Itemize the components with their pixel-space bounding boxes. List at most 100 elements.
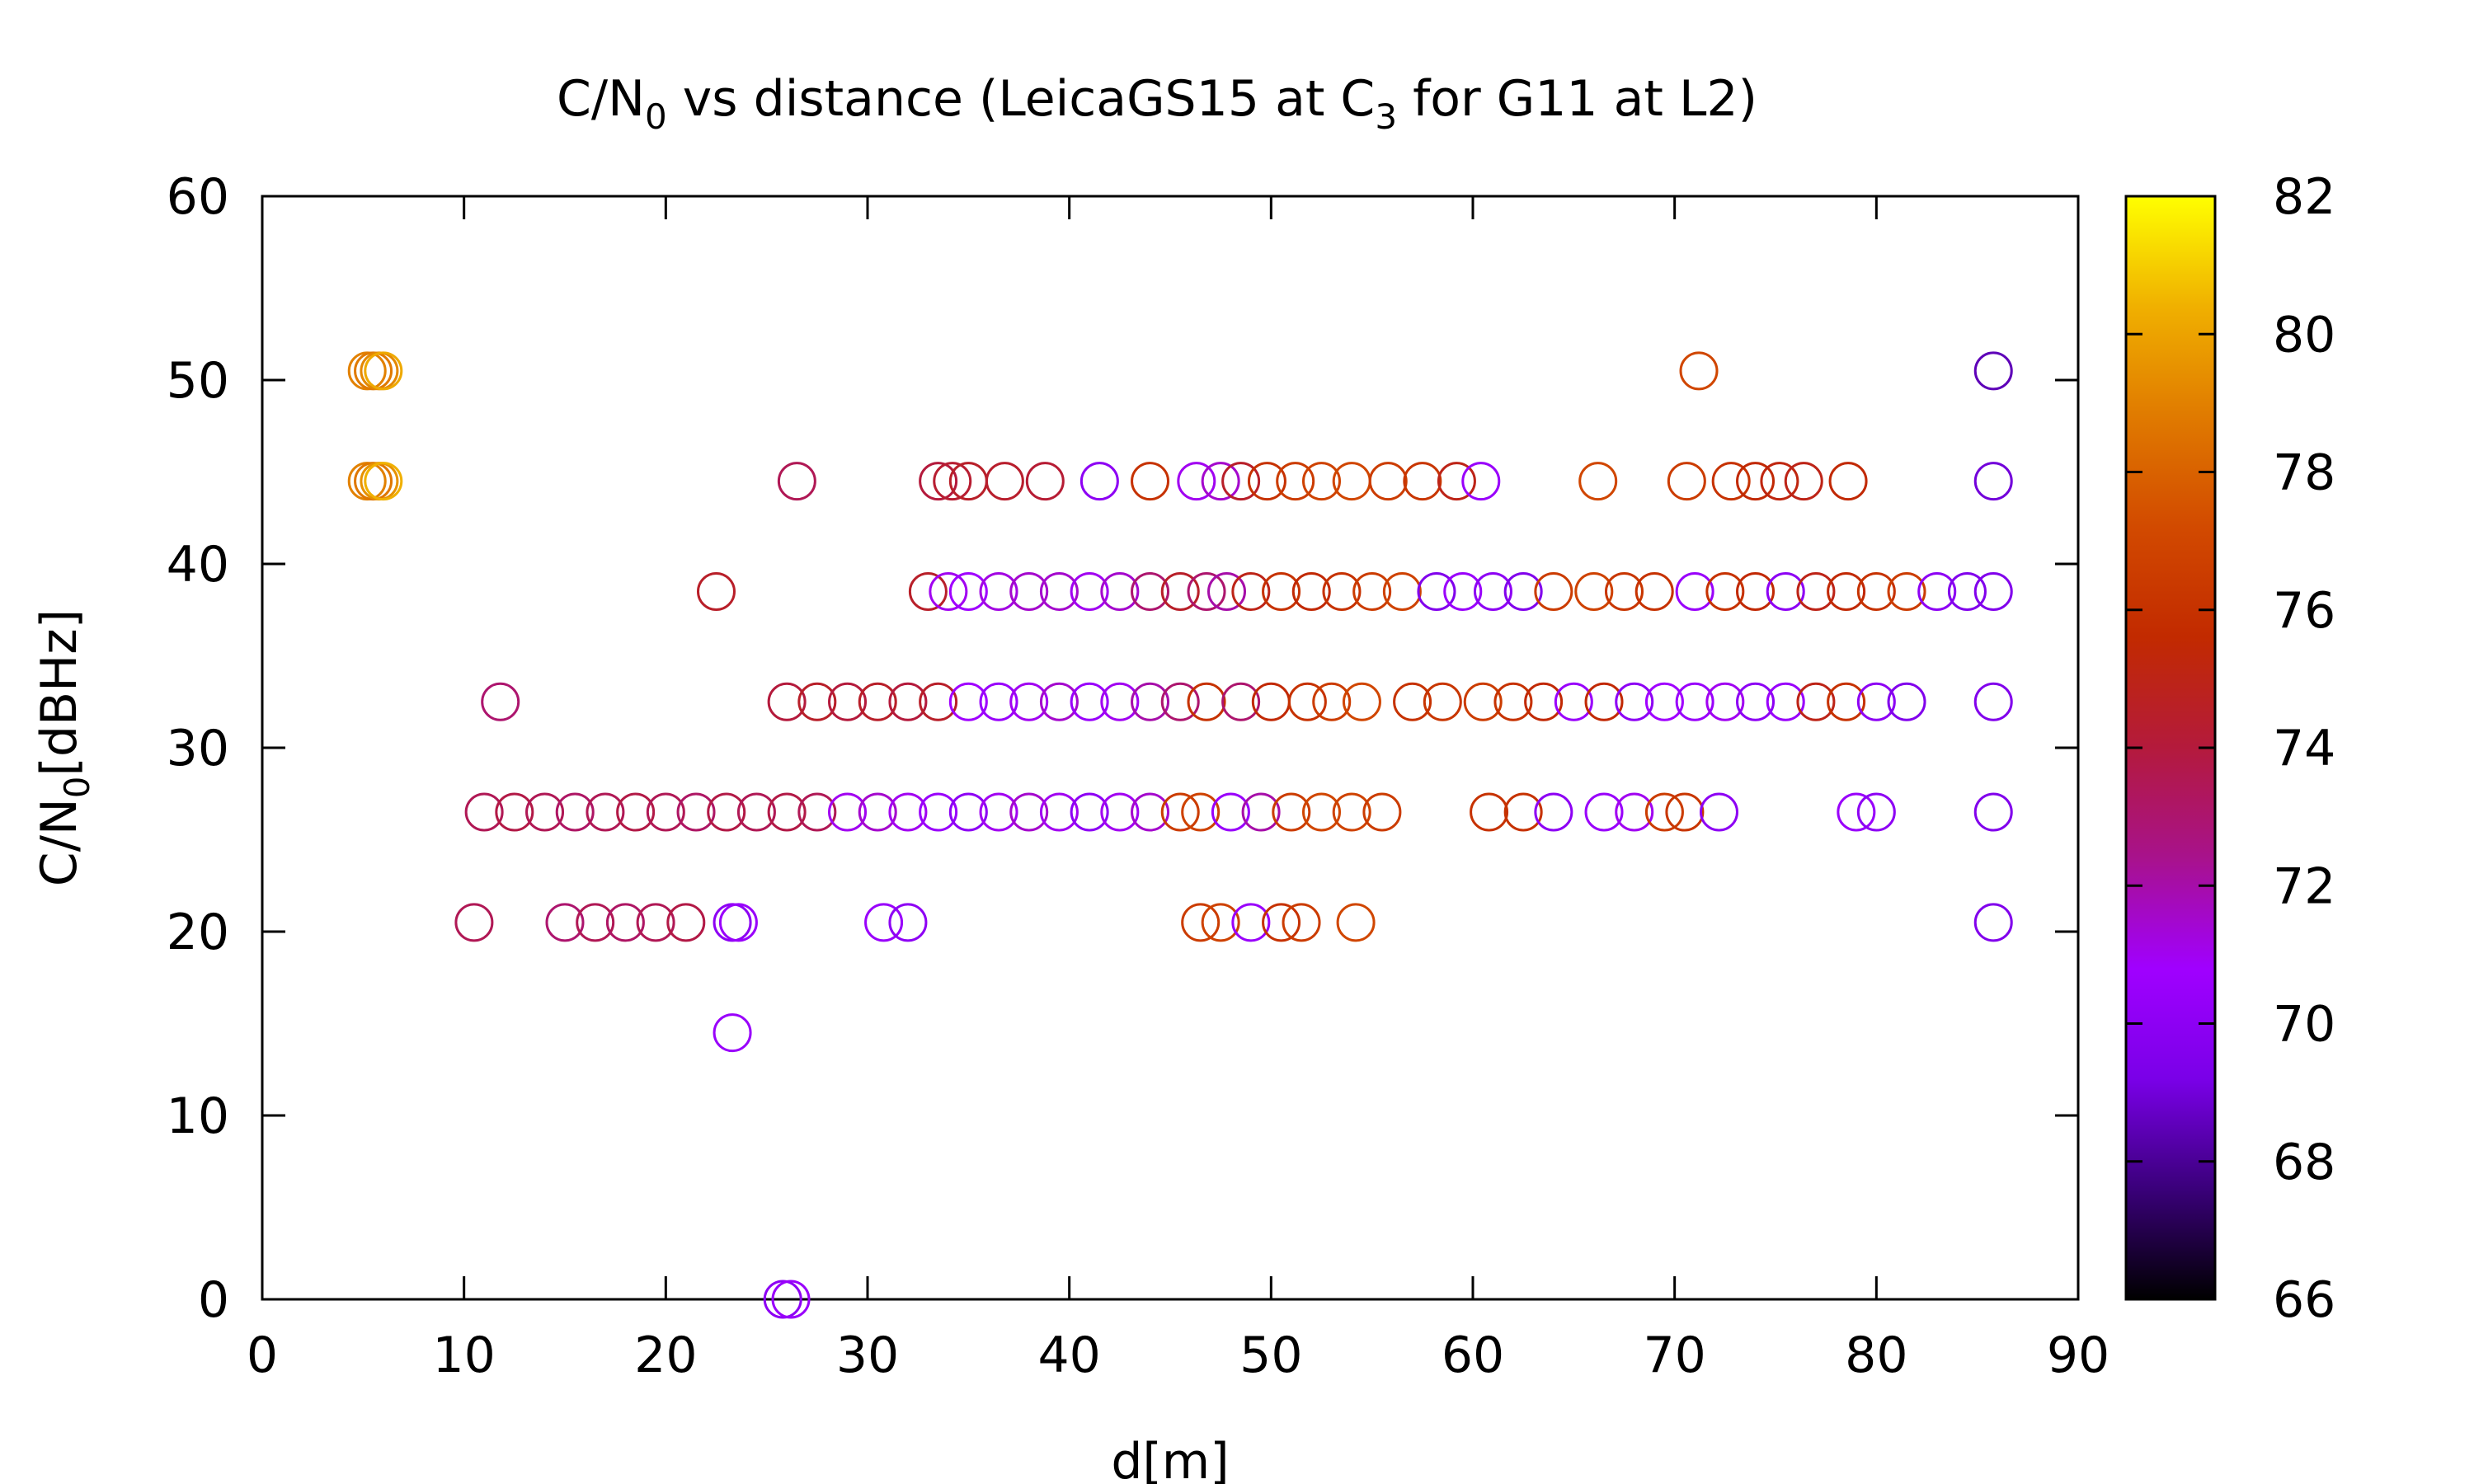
data-point [1276, 462, 1315, 501]
data-point [1131, 682, 1170, 721]
x-tick-label: 20 [634, 1327, 697, 1384]
data-point [1699, 792, 1738, 832]
data-point [1605, 571, 1644, 611]
data-point [1247, 462, 1286, 501]
data-point [767, 792, 807, 832]
data-point [1221, 462, 1261, 501]
data-point [1856, 682, 1896, 721]
data-point [1796, 571, 1836, 611]
data-point [1160, 682, 1200, 721]
data-point [1973, 903, 2013, 942]
data-point [1644, 792, 1684, 832]
data-point [767, 682, 807, 721]
data-point [1584, 792, 1624, 832]
data-point [1947, 571, 1987, 611]
data-point [1070, 682, 1109, 721]
data-point [1181, 792, 1221, 832]
y-tick-label: 60 [167, 168, 229, 226]
data-point [555, 792, 595, 832]
colorbar-tick-label: 72 [2273, 857, 2335, 915]
data-point [525, 792, 565, 832]
data-point [1282, 903, 1321, 942]
chart-title: C/N0 vs distance (LeicaGS15 at C3 for G1… [557, 70, 1757, 137]
data-point [985, 462, 1024, 501]
colorbar-tick-label: 82 [2273, 168, 2335, 226]
data-point [1009, 682, 1049, 721]
data-point [1312, 682, 1352, 721]
data-point [1039, 682, 1079, 721]
data-point [454, 903, 494, 942]
data-point [1827, 571, 1866, 611]
x-tick-label: 0 [247, 1327, 278, 1384]
data-point [1025, 462, 1065, 501]
data-point [1207, 571, 1247, 611]
x-tick-label: 60 [1442, 1327, 1504, 1384]
data-point [1362, 792, 1402, 832]
data-point [1675, 682, 1714, 721]
data-point [1574, 571, 1614, 611]
y-tick-label: 0 [198, 1271, 229, 1329]
data-point [1887, 682, 1926, 721]
colorbar-tick-label: 68 [2273, 1134, 2335, 1191]
data-point [718, 903, 758, 942]
data-point [1675, 571, 1714, 611]
data-point [1524, 682, 1564, 721]
data-point [736, 792, 776, 832]
data-point [1009, 571, 1049, 611]
data-point [1784, 462, 1823, 501]
data-point [1302, 792, 1341, 832]
data-point [1766, 682, 1805, 721]
data-point [1079, 462, 1119, 501]
colorbar-tick-label: 76 [2273, 582, 2335, 640]
data-point [828, 682, 868, 721]
data-point [1973, 792, 2013, 832]
data-point [864, 903, 904, 942]
data-point [1181, 903, 1221, 942]
colorbar-tick-label: 74 [2273, 720, 2335, 777]
data-point [1187, 571, 1226, 611]
data-point [1534, 792, 1573, 832]
data-point [1796, 682, 1836, 721]
data-point [948, 571, 988, 611]
data-point [888, 682, 928, 721]
data-point [1705, 682, 1745, 721]
data-point [1463, 682, 1503, 721]
y-tick-label: 20 [167, 904, 229, 961]
data-point [1393, 682, 1432, 721]
data-point [1231, 571, 1271, 611]
data-point [1503, 571, 1543, 611]
data-point [1423, 682, 1462, 721]
data-point [1291, 571, 1331, 611]
data-point [1382, 571, 1422, 611]
data-point [797, 792, 837, 832]
data-point [1493, 682, 1533, 721]
data-point [1615, 792, 1654, 832]
data-point [1262, 903, 1301, 942]
data-point [1352, 571, 1392, 611]
data-point [1679, 351, 1719, 391]
data-point [1973, 351, 2013, 391]
data-point [1417, 571, 1456, 611]
x-tick-label: 10 [432, 1327, 495, 1384]
data-point [646, 792, 685, 832]
data-point [364, 351, 403, 391]
data-point [464, 792, 504, 832]
y-tick-label: 30 [167, 720, 229, 777]
data-point [1667, 462, 1706, 501]
data-point [1100, 571, 1140, 611]
x-tick-label: 70 [1643, 1327, 1705, 1384]
data-point [1131, 571, 1170, 611]
data-point [616, 792, 656, 832]
data-point [908, 571, 948, 611]
data-point [1470, 792, 1509, 832]
data-point [1009, 792, 1049, 832]
data-point [1578, 462, 1618, 501]
y-tick-label: 40 [167, 536, 229, 594]
colorbar-tick-label: 70 [2273, 996, 2335, 1054]
data-point [1644, 682, 1684, 721]
data-point [1160, 792, 1200, 832]
data-point [1856, 792, 1896, 832]
data-point [1973, 462, 2013, 501]
x-axis-label: d[m] [1111, 1433, 1229, 1484]
data-point [933, 462, 972, 501]
